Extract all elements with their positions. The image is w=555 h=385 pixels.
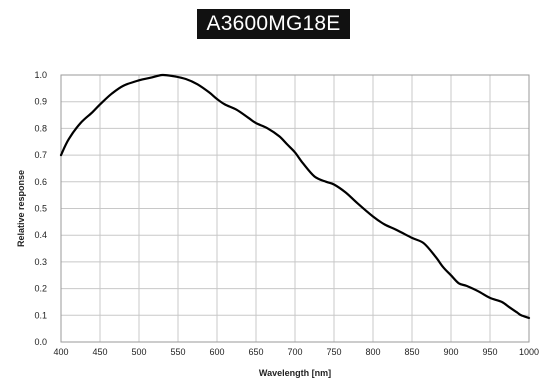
x-tick-label: 450: [92, 347, 107, 357]
x-tick-label: 950: [482, 347, 497, 357]
y-tick-label: 0.9: [34, 97, 47, 107]
x-tick-label: 1000: [519, 347, 539, 357]
x-tick-label: 650: [248, 347, 263, 357]
y-tick-label: 0.3: [34, 257, 47, 267]
grid: [60, 74, 530, 343]
chart-title: A3600MG18E: [196, 9, 351, 39]
x-tick-label: 900: [443, 347, 458, 357]
y-tick-label: 0.0: [34, 337, 47, 347]
series-line: [59, 73, 531, 320]
x-tick-label: 500: [131, 347, 146, 357]
y-tick-label: 0.4: [34, 230, 47, 240]
y-tick-label: 0.1: [34, 310, 47, 320]
x-tick-label: 800: [365, 347, 380, 357]
x-axis-label: Wavelength [nm]: [259, 368, 331, 378]
x-tick-label: 600: [209, 347, 224, 357]
title-wrap: A3600MG18E: [0, 9, 555, 39]
y-tick-label: 0.2: [34, 284, 47, 294]
plot-frame: [60, 74, 530, 343]
x-tick-labels: 400 450 500 550 600 650 700 750 800 850 900 950 1000: [53, 347, 539, 357]
y-tick-label: 1.0: [34, 70, 47, 80]
x-tick-label: 550: [170, 347, 185, 357]
y-tick-label: 0.7: [34, 150, 47, 160]
x-tick-label: 700: [287, 347, 302, 357]
x-tick-label: 400: [53, 347, 68, 357]
y-tick-label: 0.5: [34, 204, 47, 214]
x-tick-label: 850: [404, 347, 419, 357]
y-tick-label: 0.8: [34, 123, 47, 133]
y-axis-label: Relative response: [16, 170, 26, 247]
y-tick-labels: 0.0 0.1 0.2 0.3 0.4 0.5 0.6 0.7 0.8 0.9 1.0: [34, 70, 47, 347]
y-tick-label: 0.6: [34, 177, 47, 187]
x-tick-label: 750: [326, 347, 341, 357]
